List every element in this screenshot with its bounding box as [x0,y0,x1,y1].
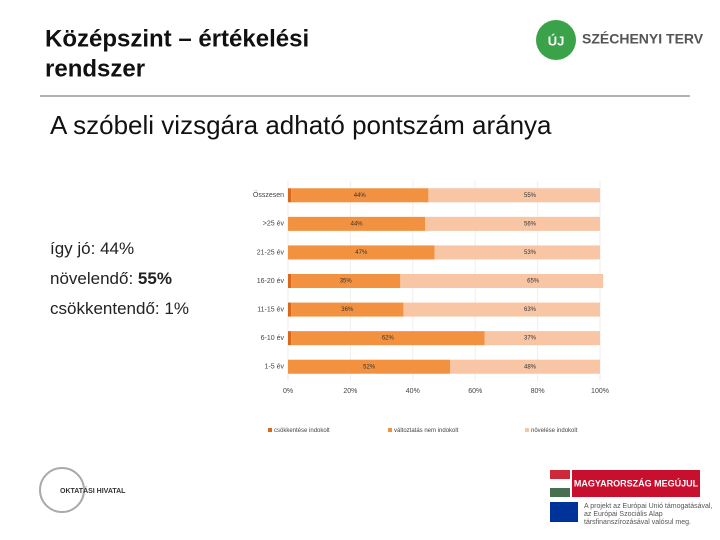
chart: 0%20%40%60%80%100%Összesen1%44%55%>25 év… [253,181,609,434]
data-label: 52% [363,364,376,370]
x-tick-label: 0% [283,388,293,395]
bar-segment [425,216,600,231]
footer-logo: OKTATÁSI HIVATAL [60,486,126,495]
data-label: 35% [340,279,353,285]
eu-flag [550,502,578,522]
bar-segment [288,216,426,231]
logo-circle [39,467,85,513]
title: Középszint – értékelési [45,25,309,52]
bar-segment [288,274,292,288]
y-tick-label: 6-10 év [261,335,285,342]
bar-segment [484,331,600,346]
bar-segment [288,359,451,374]
data-label: 37% [524,336,537,342]
data-label: 44% [354,193,367,199]
data-label: 36% [341,307,354,313]
eu-text: A projekt az Európai Unió támogatásával, [584,503,712,510]
y-tick-label: >25 év [263,221,285,228]
legend-label: csökkentése indokolt [274,428,330,434]
y-tick-label: 1-5 év [265,364,285,371]
flag-white [550,479,570,488]
data-label: 44% [351,221,364,227]
eu-text: az Európai Szociális Alap [584,511,663,518]
legend-swatch [268,428,272,432]
data-label: 63% [524,307,537,313]
summary: így jó: 44% növelendő: 55% csökkentendő:… [50,239,189,318]
y-tick-label: 16-20 év [257,278,285,285]
x-tick-label: 60% [468,388,482,395]
bar-segment [400,274,604,288]
x-tick-label: 80% [531,388,545,395]
bar-segment [291,302,404,317]
bar-segment [288,331,292,346]
bar-segment [288,302,292,317]
banner-text: MAGYARORSZÁG MEGÚJUL [574,477,699,488]
bar-segment [403,302,600,317]
data-label: 55% [524,193,537,199]
logo-badge: ÚJ [548,33,565,48]
logo-text: SZÉCHENYI TERV [582,31,704,47]
x-tick-label: 40% [406,388,420,395]
bar-segment [288,188,292,203]
x-tick-label: 20% [343,388,357,395]
title: rendszer [45,55,145,82]
bar-segment [428,188,600,203]
x-tick-label: 100% [591,388,609,395]
legend-swatch [388,428,392,432]
data-label: 62% [382,336,395,342]
legend-swatch [525,428,529,432]
y-tick-label: 21-25 év [257,249,285,256]
logo-circle [536,20,576,60]
subtitle: A szóbeli vizsgára adható pontszám arány… [50,110,552,140]
bar-segment [288,245,435,260]
data-label: 56% [524,221,537,227]
summary-item: csökkentendő: 1% [50,299,189,318]
summary-item: így jó: 44% [50,239,134,258]
bar-segment [450,359,600,374]
data-label: 53% [524,250,537,256]
bar-segment [291,331,485,346]
legend-label: változtatás nem indokolt [394,428,459,434]
legend-label: növelése indokolt [531,428,578,434]
summary-item: növelendő: 55% [50,269,172,288]
banner [572,470,700,497]
flag-green [550,488,570,497]
bar-segment [291,274,401,288]
y-tick-label: Összesen [253,191,284,199]
bar-segment [434,245,600,260]
y-tick-label: 11-15 év [257,306,284,313]
data-label: 65% [527,279,540,285]
bar-segment [291,188,429,203]
data-label: 48% [524,364,537,370]
data-label: 47% [355,250,368,256]
eu-text: társfinanszírozásával valósul meg. [584,519,691,526]
